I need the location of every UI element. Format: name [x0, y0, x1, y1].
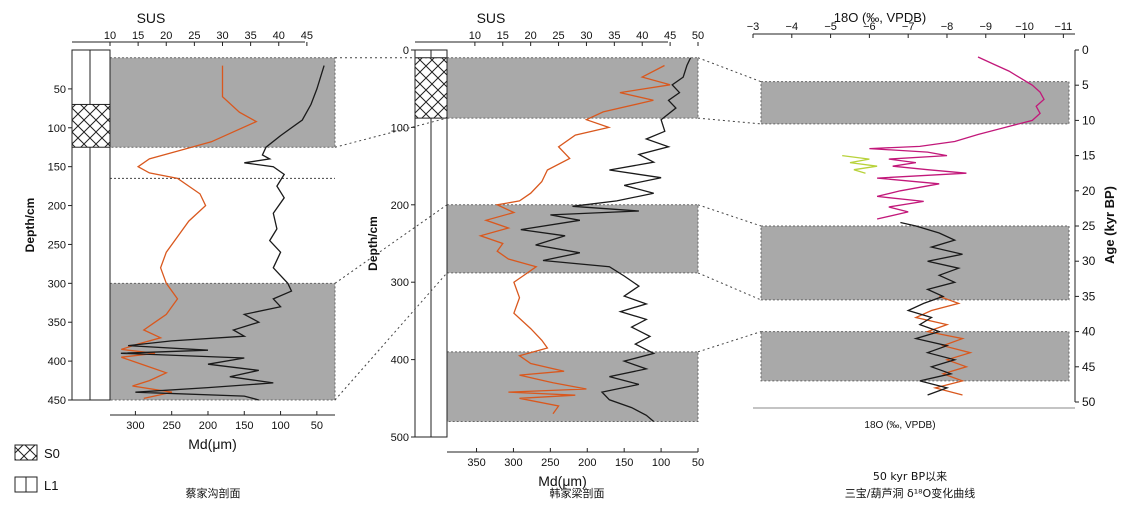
- age-tick-label: 35: [1082, 289, 1096, 303]
- sus-axis-label: SUS: [137, 10, 166, 26]
- md-tick-label: 150: [235, 420, 253, 432]
- caption-hanjialiang: 韩家梁剖面: [550, 486, 605, 500]
- s0-legend-label: S0: [44, 446, 60, 461]
- sus-tick-label: 35: [608, 30, 620, 42]
- depth-tick-label: 400: [48, 356, 66, 368]
- md-tick-label: 200: [199, 420, 217, 432]
- shaded-band: [447, 58, 698, 118]
- caption-cave: 50 kyr BP以来三宝/葫芦洞 δ¹⁸O变化曲线: [845, 470, 975, 500]
- sus-tick-label: 40: [636, 30, 648, 42]
- s0-unit: [72, 104, 110, 147]
- correlation-line: [698, 273, 761, 300]
- d18o-tick-label: −11: [1054, 21, 1072, 33]
- d18o-axis-label: 18O (‰, VPDB): [834, 10, 926, 25]
- sus-tick-label: 35: [245, 30, 257, 42]
- d18o-tick-label: −9: [979, 21, 992, 33]
- strat-column: [72, 50, 110, 400]
- sus-tick-label: 30: [580, 30, 592, 42]
- shaded-band: [761, 226, 1069, 300]
- depth-tick-label: 300: [48, 278, 66, 290]
- md-tick-label: 250: [541, 457, 559, 469]
- age-tick-label: 45: [1082, 360, 1096, 374]
- d18o-tick-label: −3: [747, 21, 760, 33]
- d18o-series-line: [842, 156, 877, 174]
- sus-tick-label: 15: [497, 30, 509, 42]
- md-tick-label: 100: [652, 457, 670, 469]
- depth-tick-label: 50: [54, 84, 66, 96]
- md-tick-label: 200: [578, 457, 596, 469]
- age-tick-label: 15: [1082, 149, 1096, 163]
- sus-tick-label: 10: [469, 30, 481, 42]
- sus-tick-label: 20: [525, 30, 537, 42]
- md-tick-label: 150: [615, 457, 633, 469]
- s0-unit: [415, 58, 447, 118]
- caijiagou-panel: 50 100 150 200 250 300 350 400 450 Depth/cm 10 15 20…: [23, 10, 335, 452]
- depth-axis-label: Depth/cm: [23, 198, 37, 253]
- md-tick-label: 300: [126, 420, 144, 432]
- depth-tick-label: 200: [48, 201, 66, 213]
- sus-tick-label: 25: [188, 30, 200, 42]
- depth-tick-label: 100: [48, 123, 66, 135]
- age-tick-label: 5: [1082, 78, 1089, 92]
- sus-tick-label: 20: [160, 30, 172, 42]
- depth-tick-label: 100: [391, 122, 409, 134]
- depth-tick-label: 0: [403, 45, 409, 57]
- d18o-tick-label: −4: [786, 21, 799, 33]
- sus-tick-label: 40: [273, 30, 285, 42]
- md-tick-label: 350: [467, 457, 485, 469]
- sus-tick-label: 10: [104, 30, 116, 42]
- age-tick-label: 20: [1082, 184, 1096, 198]
- shaded-band: [761, 82, 1069, 124]
- l1-legend-label: L1: [44, 478, 58, 493]
- sus-tick-label: 30: [216, 30, 228, 42]
- sus-tick-label: 50: [692, 30, 704, 42]
- correlation-line: [698, 205, 761, 226]
- sus-tick-label: 25: [552, 30, 564, 42]
- md-tick-label: 50: [311, 420, 323, 432]
- d18o-tick-label: −8: [941, 21, 954, 33]
- md-tick-label: 300: [504, 457, 522, 469]
- depth-tick-label: 150: [48, 162, 66, 174]
- legend: S0 L1: [15, 445, 60, 493]
- age-tick-label: 0: [1082, 43, 1089, 57]
- sus-tick-label: 45: [301, 30, 313, 42]
- correlation-line: [698, 58, 761, 82]
- sus-tick-label: 45: [664, 30, 676, 42]
- sus-tick-label: 15: [132, 30, 144, 42]
- correlation-line: [698, 332, 761, 352]
- md-tick-label: 100: [271, 420, 289, 432]
- hanjialiang-panel: 0 100 200 300 400 500 Depth/cm 10 15 20 25 30 35 40 45…: [366, 10, 704, 489]
- caption-caijiagou: 蔡家沟剖面: [186, 486, 241, 500]
- depth-tick-label: 250: [48, 239, 66, 251]
- d18o-tick-label: −10: [1015, 21, 1034, 33]
- depth-tick-label: 200: [391, 200, 409, 212]
- depth-tick-label: 300: [391, 277, 409, 289]
- md-tick-label: 250: [163, 420, 181, 432]
- md-tick-label: 50: [692, 457, 704, 469]
- sus-axis-label: SUS: [477, 10, 506, 26]
- s0-legend-swatch: [15, 445, 37, 460]
- age-tick-label: 50: [1082, 395, 1096, 409]
- depth-axis-label: Depth/cm: [366, 216, 380, 271]
- age-tick-label: 25: [1082, 219, 1096, 233]
- md-axis-label: Md(μm): [188, 436, 237, 452]
- age-tick-label: 30: [1082, 254, 1096, 268]
- depth-tick-label: 350: [48, 317, 66, 329]
- depth-tick-label: 500: [391, 432, 409, 444]
- d18o-bottom-axis-label: 18O (‰, VPDB): [864, 420, 935, 431]
- depth-tick-label: 400: [391, 355, 409, 367]
- age-axis-label: Age (kyr BP): [1102, 186, 1117, 264]
- age-tick-label: 10: [1082, 113, 1096, 127]
- age-tick-label: 40: [1082, 325, 1096, 339]
- correlation-line: [698, 118, 761, 124]
- cave-d18o-panel: −3 −4 −5 −6 −7 −8 −9 −10 −11 18O (‰, VPDB) 18O (‰,…: [747, 10, 1117, 431]
- depth-tick-label: 450: [48, 395, 66, 407]
